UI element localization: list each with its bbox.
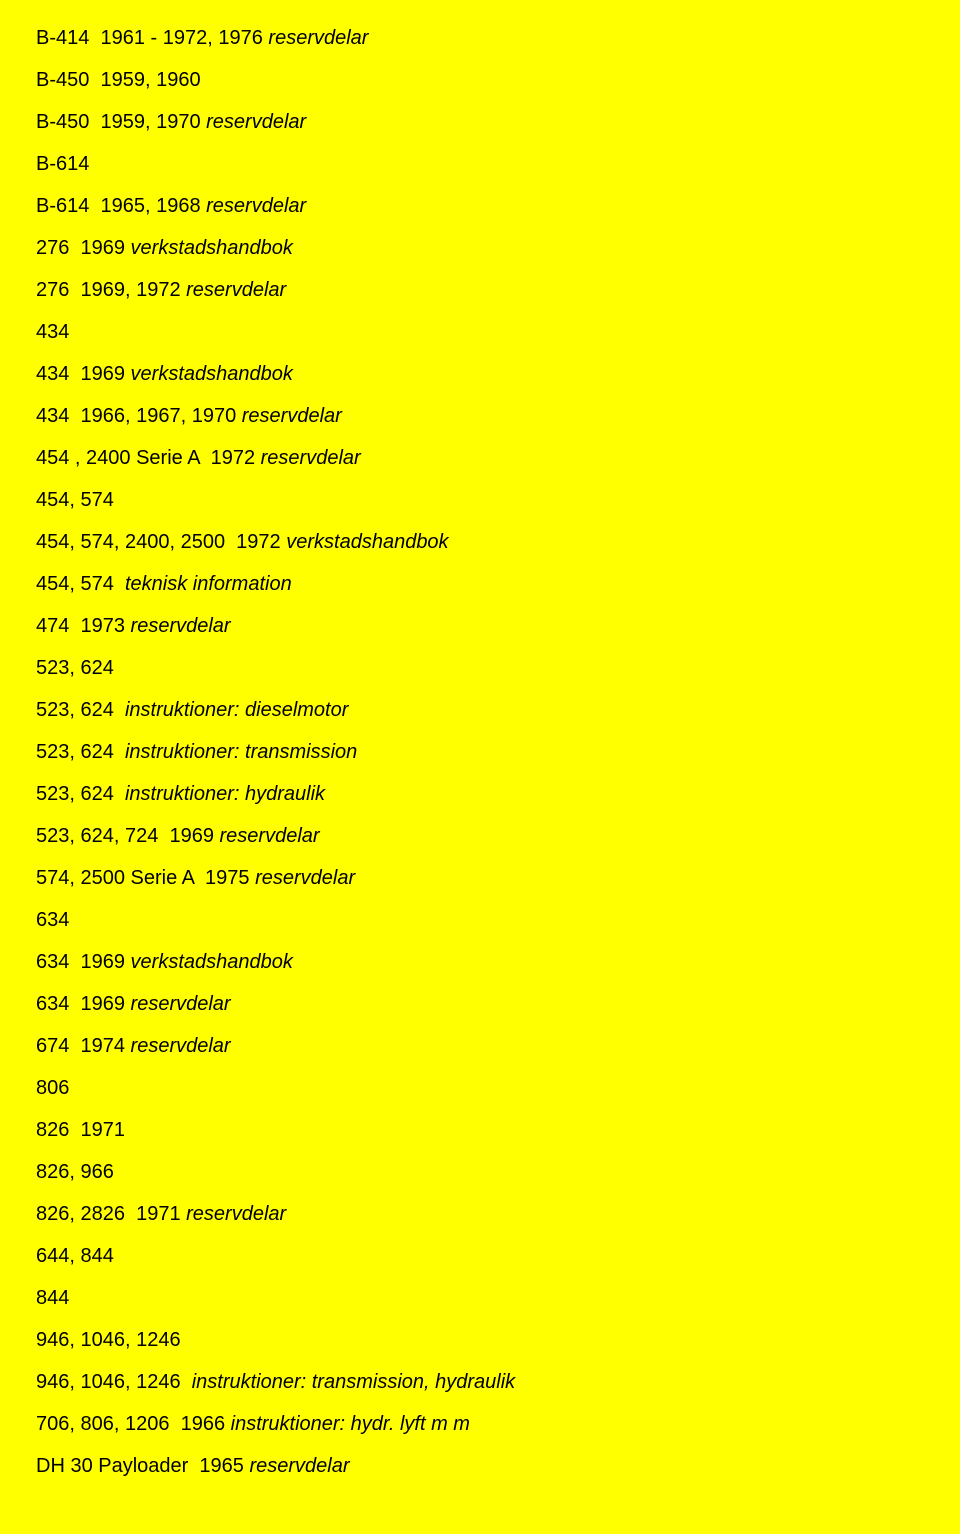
entry-suffix: verkstadshandbok <box>131 363 293 385</box>
list-item: DH 30 Payloader 1965 reservdelar <box>36 1452 924 1480</box>
entry-suffix: reservdelar <box>186 1203 286 1225</box>
entry-prefix: 634 1969 <box>36 951 131 973</box>
entry-suffix: reservdelar <box>131 993 231 1015</box>
list-item: 523, 624 instruktioner: transmission <box>36 738 924 766</box>
list-item: 634 1969 reservdelar <box>36 990 924 1018</box>
entry-prefix: 434 1966, 1967, 1970 <box>36 405 242 427</box>
list-item: 844 <box>36 1284 924 1312</box>
entry-suffix: instruktioner: dieselmotor <box>125 699 348 721</box>
list-item: 806 <box>36 1074 924 1102</box>
entry-prefix: 946, 1046, 1246 <box>36 1329 181 1351</box>
entry-prefix: 523, 624 <box>36 699 125 721</box>
list-item: 454 , 2400 Serie A 1972 reservdelar <box>36 444 924 472</box>
list-item: 523, 624 instruktioner: dieselmotor <box>36 696 924 724</box>
entry-suffix: reservdelar <box>255 867 355 889</box>
entry-suffix: reservdelar <box>131 1035 231 1057</box>
entry-suffix: verkstadshandbok <box>131 951 293 973</box>
entry-suffix: reservdelar <box>220 825 320 847</box>
entry-prefix: 276 1969, 1972 <box>36 279 186 301</box>
entry-prefix: 826, 966 <box>36 1161 114 1183</box>
entry-prefix: 523, 624 <box>36 783 125 805</box>
entry-suffix: verkstadshandbok <box>131 237 293 259</box>
entry-prefix: 634 <box>36 909 69 931</box>
list-item: 454, 574 teknisk information <box>36 570 924 598</box>
entry-prefix: 644, 844 <box>36 1245 114 1267</box>
entry-suffix: reservdelar <box>131 615 231 637</box>
list-item: 276 1969, 1972 reservdelar <box>36 276 924 304</box>
entry-suffix: reservdelar <box>268 27 368 49</box>
entry-suffix: teknisk information <box>125 573 292 595</box>
list-item: B-614 1965, 1968 reservdelar <box>36 192 924 220</box>
list-item: 454, 574 <box>36 486 924 514</box>
entry-prefix: 523, 624 <box>36 741 125 763</box>
entry-suffix: reservdelar <box>242 405 342 427</box>
list-item: 674 1974 reservdelar <box>36 1032 924 1060</box>
list-item: 826, 966 <box>36 1158 924 1186</box>
entry-prefix: 523, 624, 724 1969 <box>36 825 220 847</box>
entry-prefix: B-450 1959, 1960 <box>36 69 201 91</box>
entry-prefix: 674 1974 <box>36 1035 131 1057</box>
list-item: B-414 1961 - 1972, 1976 reservdelar <box>36 24 924 52</box>
list-item: 826 1971 <box>36 1116 924 1144</box>
list-item: 276 1969 verkstadshandbok <box>36 234 924 262</box>
list-item: 474 1973 reservdelar <box>36 612 924 640</box>
list-item: 574, 2500 Serie A 1975 reservdelar <box>36 864 924 892</box>
entry-suffix: reservdelar <box>186 279 286 301</box>
list-item: 634 1969 verkstadshandbok <box>36 948 924 976</box>
entry-suffix: instruktioner: hydr. lyft m m <box>231 1413 470 1435</box>
entry-prefix: 806 <box>36 1077 69 1099</box>
entry-prefix: 276 1969 <box>36 237 131 259</box>
list-item: B-450 1959, 1960 <box>36 66 924 94</box>
entry-suffix: reservdelar <box>206 111 306 133</box>
list-item: 434 1969 verkstadshandbok <box>36 360 924 388</box>
list-item: 706, 806, 1206 1966 instruktioner: hydr.… <box>36 1410 924 1438</box>
entry-suffix: reservdelar <box>261 447 361 469</box>
list-item: 523, 624, 724 1969 reservdelar <box>36 822 924 850</box>
document-list: B-414 1961 - 1972, 1976 reservdelarB-450… <box>36 24 924 1480</box>
entry-prefix: 454 , 2400 Serie A 1972 <box>36 447 261 469</box>
entry-prefix: B-450 1959, 1970 <box>36 111 206 133</box>
entry-prefix: DH 30 Payloader 1965 <box>36 1455 249 1477</box>
entry-prefix: 454, 574, 2400, 2500 1972 <box>36 531 286 553</box>
list-item: 523, 624 <box>36 654 924 682</box>
entry-prefix: B-414 1961 - 1972, 1976 <box>36 27 268 49</box>
entry-prefix: B-614 <box>36 153 89 175</box>
entry-prefix: B-614 1965, 1968 <box>36 195 206 217</box>
entry-prefix: 574, 2500 Serie A 1975 <box>36 867 255 889</box>
list-item: 946, 1046, 1246 <box>36 1326 924 1354</box>
entry-suffix: instruktioner: transmission, hydraulik <box>192 1371 515 1393</box>
entry-suffix: verkstadshandbok <box>286 531 448 553</box>
list-item: 454, 574, 2400, 2500 1972 verkstadshandb… <box>36 528 924 556</box>
entry-prefix: 706, 806, 1206 1966 <box>36 1413 231 1435</box>
list-item: 946, 1046, 1246 instruktioner: transmiss… <box>36 1368 924 1396</box>
entry-prefix: 454, 574 <box>36 573 125 595</box>
list-item: B-450 1959, 1970 reservdelar <box>36 108 924 136</box>
entry-suffix: reservdelar <box>249 1455 349 1477</box>
entry-suffix: instruktioner: hydraulik <box>125 783 325 805</box>
list-item: 826, 2826 1971 reservdelar <box>36 1200 924 1228</box>
list-item: 434 1966, 1967, 1970 reservdelar <box>36 402 924 430</box>
entry-suffix: reservdelar <box>206 195 306 217</box>
entry-prefix: 826 1971 <box>36 1119 125 1141</box>
list-item: B-614 <box>36 150 924 178</box>
entry-prefix: 474 1973 <box>36 615 131 637</box>
entry-prefix: 634 1969 <box>36 993 131 1015</box>
entry-prefix: 454, 574 <box>36 489 114 511</box>
entry-prefix: 523, 624 <box>36 657 114 679</box>
list-item: 634 <box>36 906 924 934</box>
entry-prefix: 434 1969 <box>36 363 131 385</box>
entry-prefix: 434 <box>36 321 69 343</box>
list-item: 644, 844 <box>36 1242 924 1270</box>
entry-prefix: 844 <box>36 1287 69 1309</box>
entry-suffix: instruktioner: transmission <box>125 741 357 763</box>
list-item: 523, 624 instruktioner: hydraulik <box>36 780 924 808</box>
list-item: 434 <box>36 318 924 346</box>
entry-prefix: 946, 1046, 1246 <box>36 1371 192 1393</box>
entry-prefix: 826, 2826 1971 <box>36 1203 186 1225</box>
